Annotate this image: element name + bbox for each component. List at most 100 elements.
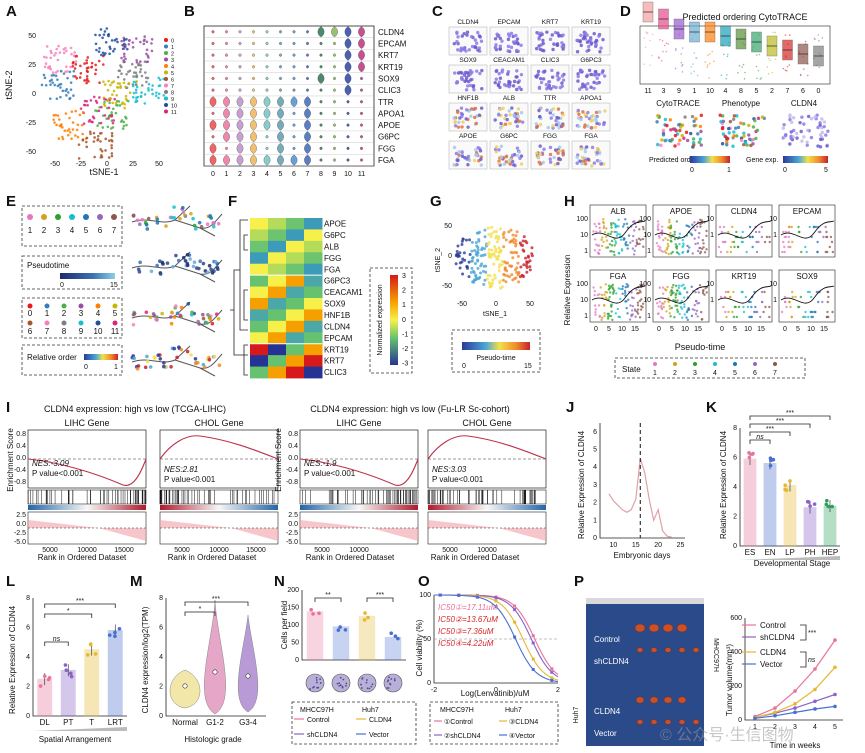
- tsne-point: [488, 285, 492, 289]
- feature-point: [594, 69, 598, 74]
- feature-point: [550, 68, 554, 73]
- feature-point: [549, 116, 553, 120]
- well-cell: [315, 676, 318, 679]
- feature-point: [516, 107, 521, 111]
- well-cell: [386, 687, 388, 689]
- tsne-point: [516, 254, 520, 258]
- tsne-point: [143, 102, 147, 105]
- map-point: [721, 132, 726, 136]
- map-point: [731, 117, 736, 121]
- map-point: [696, 132, 700, 136]
- h-point: [675, 245, 679, 248]
- feature-point: [452, 41, 457, 46]
- gsea-ytick: 2.5: [288, 512, 298, 519]
- feature-point: [520, 120, 525, 124]
- feature-point: [534, 74, 538, 78]
- feature-point: [459, 111, 464, 116]
- well-cell: [366, 679, 368, 681]
- map-point: [805, 143, 809, 147]
- tsne-point: [494, 250, 498, 254]
- h-point: [621, 292, 624, 295]
- tsne-point: [53, 54, 56, 57]
- gsea-ytick: -0.8: [14, 479, 26, 486]
- tsne-point: [101, 126, 105, 129]
- panel-i-label: I: [6, 399, 10, 416]
- gsea-xtick: 10000: [77, 547, 97, 554]
- tsne-point: [489, 235, 493, 239]
- feature-point: [509, 45, 514, 50]
- tsne-point: [134, 83, 138, 86]
- feature-point: [555, 115, 559, 120]
- h-point: [624, 291, 627, 295]
- feature-point: [519, 43, 523, 48]
- sig-mark: ***: [808, 630, 816, 637]
- map-point: [719, 120, 723, 124]
- cluster-tick: 1: [225, 171, 229, 178]
- well-cell: [315, 679, 318, 681]
- gene-label: CLDN4: [378, 28, 405, 37]
- gsea-ytick: -0.4: [14, 467, 26, 474]
- violin: [304, 108, 311, 119]
- violin: [304, 131, 311, 143]
- tsne-point: [80, 123, 84, 127]
- map-point: [699, 113, 704, 118]
- feature-point: [538, 76, 543, 81]
- tsne-point: [77, 143, 81, 146]
- well-cell: [339, 676, 342, 679]
- h-point: [635, 288, 638, 291]
- h-point: [659, 246, 662, 249]
- cluster-tick: 8: [319, 171, 323, 178]
- h-point: [697, 291, 700, 294]
- h-xtick: 0: [783, 326, 787, 333]
- heat-cell: [304, 309, 323, 322]
- bar-point: [107, 633, 112, 637]
- bar: [783, 485, 797, 547]
- h-point: [808, 225, 811, 229]
- h-gene-title: CLDN4: [731, 207, 758, 216]
- gene-label: KRT19: [324, 345, 349, 354]
- tsne-point: [136, 95, 140, 99]
- box-jitter: [723, 53, 725, 56]
- box-jitter: [789, 34, 791, 36]
- l-xlabel: Spatial Arrangement: [39, 735, 112, 744]
- map-point: [800, 115, 804, 119]
- cluster-tick: 4: [265, 171, 269, 178]
- e-pseudotime-label: Pseudotime: [27, 261, 70, 270]
- feature-point: [456, 48, 460, 52]
- trajectory-point: [192, 223, 197, 228]
- feature-point: [507, 81, 511, 86]
- map-point: [755, 128, 760, 132]
- heat-cell: [250, 355, 269, 367]
- h-point: [639, 308, 643, 311]
- h-point: [660, 304, 663, 308]
- h-point: [661, 250, 664, 253]
- tsne-point: [106, 88, 110, 92]
- cluster-tick: 0: [817, 88, 821, 95]
- tsne-point: [75, 128, 79, 132]
- trajectory-point: [155, 221, 160, 225]
- tsne-point: [74, 109, 78, 113]
- tsne-point: [72, 60, 75, 64]
- tsne-point: [162, 94, 166, 97]
- tsne-point: [524, 256, 528, 260]
- map-point: [699, 143, 703, 147]
- h-point: [686, 244, 689, 248]
- tsne-point: [482, 282, 486, 286]
- tsne-point: [477, 239, 481, 243]
- box-jitter: [771, 71, 774, 74]
- h-point: [668, 312, 671, 315]
- tsne-point: [476, 248, 480, 252]
- tsne-point: [108, 45, 112, 49]
- feature-title: APOA1: [580, 95, 602, 102]
- feature-point: [561, 123, 565, 128]
- feature-point: [583, 112, 587, 117]
- tsne-point: [454, 254, 458, 258]
- panel-h: H ALB100101APOE100101CLDN4101EPCAM101FGA…: [563, 193, 836, 379]
- heat-cell: [304, 263, 323, 276]
- x-tick: HEP: [822, 548, 838, 557]
- feature-point: [587, 48, 591, 52]
- map-point: [659, 143, 663, 148]
- h-point: [633, 249, 636, 252]
